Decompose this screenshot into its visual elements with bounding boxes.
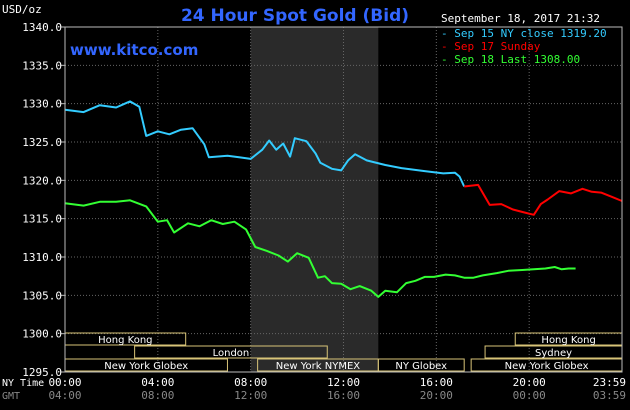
x-tick-label: 12:00 (234, 389, 267, 402)
series-lines (64, 100, 623, 298)
x-tick-label: 04:00 (141, 376, 174, 389)
x-tick-label: 08:00 (234, 376, 267, 389)
x-tick-label: 16:00 (420, 376, 453, 389)
session-box (377, 358, 465, 372)
y-tick-label: 1295.0 (22, 366, 62, 379)
x-tick-label: 20:00 (513, 376, 546, 389)
session-label: New York NYMEX (276, 361, 361, 372)
session-label: New York Globex (505, 361, 589, 372)
y-tick-label: 1300.0 (22, 328, 62, 341)
series-line (464, 183, 623, 216)
x-tick-label: 12:00 (327, 376, 360, 389)
y-tick-labels: 1340.0 1335.0 1330.0 1325.0 1320.0 1315.0 1310… (22, 21, 62, 379)
session-label: NY Globex (395, 361, 447, 372)
x-tick-labels: NY Time 00:00 04:00 08:00 12:00 16:00 20:00 23:… (2, 376, 626, 402)
plot-border (64, 26, 623, 373)
x-tick-label: 16:00 (327, 389, 360, 402)
x-axis-row-label: NY Time (2, 378, 44, 389)
session-label: Hong Kong (98, 335, 152, 346)
legend: - Sep 15 NY close 1319.20- Sep 17 Sunday… (441, 27, 607, 66)
session-label: London (213, 348, 250, 359)
highlight-band (250, 27, 379, 372)
session-label: New York Globex (104, 361, 188, 372)
x-tick-label: 04:00 (48, 389, 81, 402)
x-tick-label: 23:59 (593, 376, 626, 389)
chart-title: 24 Hour Spot Gold (Bid) (181, 6, 409, 26)
y-tick-label: 1305.0 (22, 289, 62, 302)
y-tick-label: 1325.0 (22, 136, 62, 149)
x-tick-label: 00:00 (48, 376, 81, 389)
session-label: Sydney (535, 348, 572, 359)
x-tick-label: 03:59 (593, 389, 626, 402)
series-line (64, 100, 466, 187)
y-tick-label: 1335.0 (22, 59, 62, 72)
y-tick-label: 1315.0 (22, 213, 62, 226)
watermark-url: www.kitco.com (70, 41, 198, 59)
y-axis-label: USD/oz (2, 3, 42, 16)
session-box (134, 345, 328, 359)
x-axis-row-label: GMT (2, 391, 20, 402)
y-tick-label: 1330.0 (22, 98, 62, 111)
y-tick-label: 1310.0 (22, 251, 62, 264)
legend-entry: - Sep 15 NY close 1319.20 (441, 27, 607, 40)
x-tick-label: 20:00 (420, 389, 453, 402)
y-tick-label: 1340.0 (22, 21, 62, 34)
x-tick-label: 08:00 (141, 389, 174, 402)
x-tick-label: 00:00 (513, 389, 546, 402)
grid (61, 26, 622, 373)
market-sessions: Hong Kong London New York Globex New York N… (64, 332, 623, 372)
legend-entry: - Sep 18 Last 1308.00 (441, 53, 580, 66)
legend-entry: - Sep 17 Sunday (441, 40, 541, 53)
series-line (64, 199, 576, 298)
date-label: September 18, 2017 21:32 (441, 12, 600, 25)
y-tick-label: 1320.0 (22, 174, 62, 187)
session-label: Hong Kong (541, 335, 595, 346)
